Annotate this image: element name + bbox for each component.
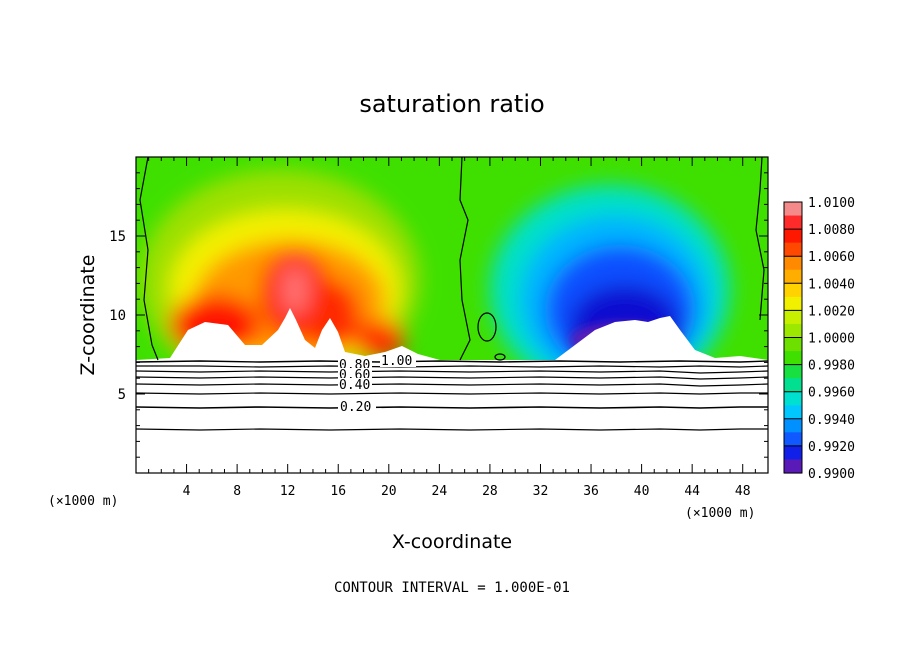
colorbar-swatch (784, 405, 802, 420)
y-axis: 5 10 15 (109, 172, 768, 458)
colorbar-swatch (784, 459, 802, 474)
contour-label-0-20: 0.20 (340, 400, 371, 415)
contour-1-00 (136, 360, 768, 363)
colorbar-swatch (784, 229, 802, 244)
colorbar-swatch (784, 202, 802, 217)
label-bg (338, 378, 372, 390)
x-unit-right: (×1000 m) (685, 506, 755, 521)
colorbar-swatch (784, 391, 802, 406)
chart-title: saturation ratio (359, 90, 544, 118)
colorbar-swatch (784, 351, 802, 366)
colorbar-swatch (784, 378, 802, 393)
colorbar-swatch (784, 269, 802, 284)
x-tick-label: 8 (233, 484, 241, 499)
colorbar-swatch (784, 364, 802, 379)
x-axis: 4 8 12 16 20 24 28 32 36 40 44 48 (148, 157, 756, 499)
x-tick-label: 28 (482, 484, 498, 499)
y-tick-label: 5 (118, 387, 126, 403)
colorbar-label: 1.0020 (808, 304, 855, 319)
plume-pink-core (280, 265, 310, 315)
x-tick-label: 32 (533, 484, 549, 499)
x-tick-label: 12 (280, 484, 296, 499)
colorbar-label: 1.0080 (808, 223, 855, 238)
colorbar-swatch (784, 445, 802, 461)
contour-1-00-mid (459, 157, 471, 361)
colorbar-label: 0.9960 (808, 386, 855, 401)
y-axis-label: Z-coordinate (77, 255, 99, 376)
label-bg (380, 353, 416, 367)
plot-area: 1.00 0.80 0.60 0.40 0.20 (136, 157, 768, 473)
colorbar: 1.0100 1.0080 1.0060 1.0040 1.0020 1.0000 0.99… (783, 196, 855, 482)
contour-line (136, 392, 768, 395)
contour-1-00-right (755, 157, 765, 321)
colorbar-swatch (784, 283, 802, 298)
contour-line (136, 428, 768, 431)
colorbar-label: 1.0060 (808, 250, 855, 265)
colorbar-swatch (784, 310, 802, 325)
contour-0-40 (136, 383, 768, 387)
label-bg (338, 358, 372, 370)
colorbar-label: 0.9920 (808, 440, 855, 455)
footer-text: CONTOUR INTERVAL = 1.000E-01 (334, 580, 570, 596)
x-tick-label: 16 (330, 484, 346, 499)
contour-label-1-00: 1.00 (381, 354, 412, 369)
colorbar-label: 1.0040 (808, 277, 855, 292)
colorbar-swatch (784, 432, 802, 447)
colorbar-swatch (784, 418, 802, 433)
x-tick-label: 44 (684, 484, 700, 499)
colorbar-swatch (784, 296, 802, 311)
contour-label-0-40: 0.40 (339, 378, 370, 393)
x-unit-left: (×1000 m) (48, 494, 118, 509)
colorbar-label: 0.9900 (808, 467, 855, 482)
contour-0-20 (136, 406, 768, 409)
x-tick-label: 4 (183, 484, 191, 499)
colorbar-swatch (784, 256, 802, 271)
x-tick-label: 20 (381, 484, 397, 499)
plume-red-right (300, 280, 360, 350)
contour-1-00-left (139, 157, 159, 361)
contour-labels: 1.00 0.80 0.60 0.40 0.20 (338, 353, 416, 415)
colorbar-label: 0.9940 (808, 413, 855, 428)
contour-line (136, 370, 768, 374)
colorbar-label: 1.0000 (808, 332, 855, 347)
contour-lines (136, 157, 768, 431)
colorbar-label: 0.9980 (808, 359, 855, 374)
x-tick-label: 36 (583, 484, 599, 499)
label-bg (338, 368, 372, 380)
contour-closed-loop (477, 312, 497, 342)
x-axis-label: X-coordinate (392, 531, 512, 553)
contour-line (136, 365, 768, 368)
contour-line (136, 376, 768, 380)
contour-closed-loop (494, 353, 506, 361)
y-tick-label: 15 (109, 229, 126, 245)
white-band (136, 308, 768, 473)
colorbar-label: 1.0100 (808, 196, 855, 211)
colorbar-swatch (784, 337, 802, 352)
y-tick-label: 10 (109, 308, 126, 324)
x-tick-label: 24 (432, 484, 448, 499)
colorbar-swatch (784, 242, 802, 257)
colorbar-swatch (784, 215, 802, 230)
label-bg (338, 400, 376, 414)
x-tick-label: 48 (735, 484, 751, 499)
x-tick-label: 40 (634, 484, 650, 499)
colorbar-swatch (784, 323, 802, 339)
